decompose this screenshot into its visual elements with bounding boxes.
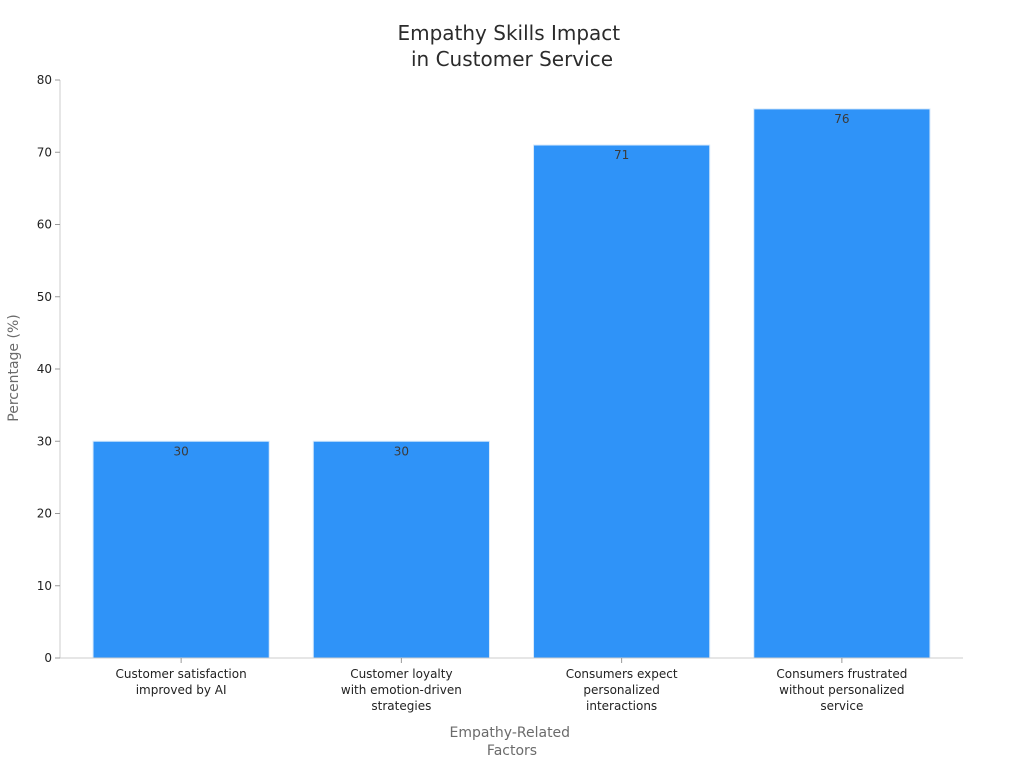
chart-title-line-2: in Customer Service: [411, 47, 613, 71]
x-tick-label-line: Consumers expect: [566, 667, 678, 681]
x-tick-label-line: improved by AI: [136, 683, 227, 697]
bar-value-label: 30: [394, 444, 409, 458]
x-tick-label: Consumers frustrated without personalized…: [776, 667, 907, 713]
x-tick-label-line: Consumers frustrated: [776, 667, 907, 681]
bar-value-label: 30: [173, 444, 188, 458]
bar: [753, 108, 931, 659]
y-axis-title: Percentage (%): [6, 314, 22, 421]
x-axis-title-line-2: Factors: [487, 743, 537, 759]
x-tick-label-line: strategies: [371, 699, 431, 713]
y-tick-label: 60: [37, 218, 52, 232]
x-tick-label-line: with emotion-driven: [341, 683, 462, 697]
bar: [533, 144, 711, 659]
x-tick-label: Customer loyalty with emotion-driven strat…: [341, 667, 462, 713]
bars: 30 30 71 76: [92, 108, 931, 659]
y-tick-label: 20: [37, 507, 52, 521]
x-tick-label: Consumers expect personalized interactions: [566, 667, 678, 713]
y-tick-label: 40: [37, 362, 52, 376]
bar: [312, 440, 490, 659]
x-tick-label-line: Customer satisfaction: [116, 667, 247, 681]
x-tick-label-line: interactions: [586, 699, 657, 713]
bar: [92, 440, 270, 659]
x-tick-label: Customer satisfaction improved by AI: [116, 667, 247, 697]
y-tick-label: 10: [37, 579, 52, 593]
y-tick-label: 80: [37, 73, 52, 87]
bar-value-label: 76: [834, 112, 849, 126]
chart-title: Empathy Skills Impact in Customer Servic…: [397, 21, 626, 71]
y-tick-label: 70: [37, 145, 52, 159]
y-tick-label: 0: [44, 651, 52, 665]
y-axis: 0 10 20 30 40 50 60 70 80: [37, 73, 61, 665]
x-axis-title: Empathy-Related Factors: [449, 725, 574, 759]
x-tick-label-line: Customer loyalty: [350, 667, 452, 681]
x-axis: Customer satisfaction improved by AICusto…: [60, 657, 963, 713]
x-tick-label-line: personalized: [583, 683, 659, 697]
chart-title-line-1: Empathy Skills Impact: [397, 21, 620, 45]
x-tick-label-line: service: [820, 699, 863, 713]
y-tick-label: 30: [37, 434, 52, 448]
x-axis-title-line-1: Empathy-Related: [449, 725, 570, 741]
bar-value-label: 71: [614, 148, 629, 162]
y-tick-label: 50: [37, 290, 52, 304]
x-tick-label-line: without personalized: [779, 683, 904, 697]
